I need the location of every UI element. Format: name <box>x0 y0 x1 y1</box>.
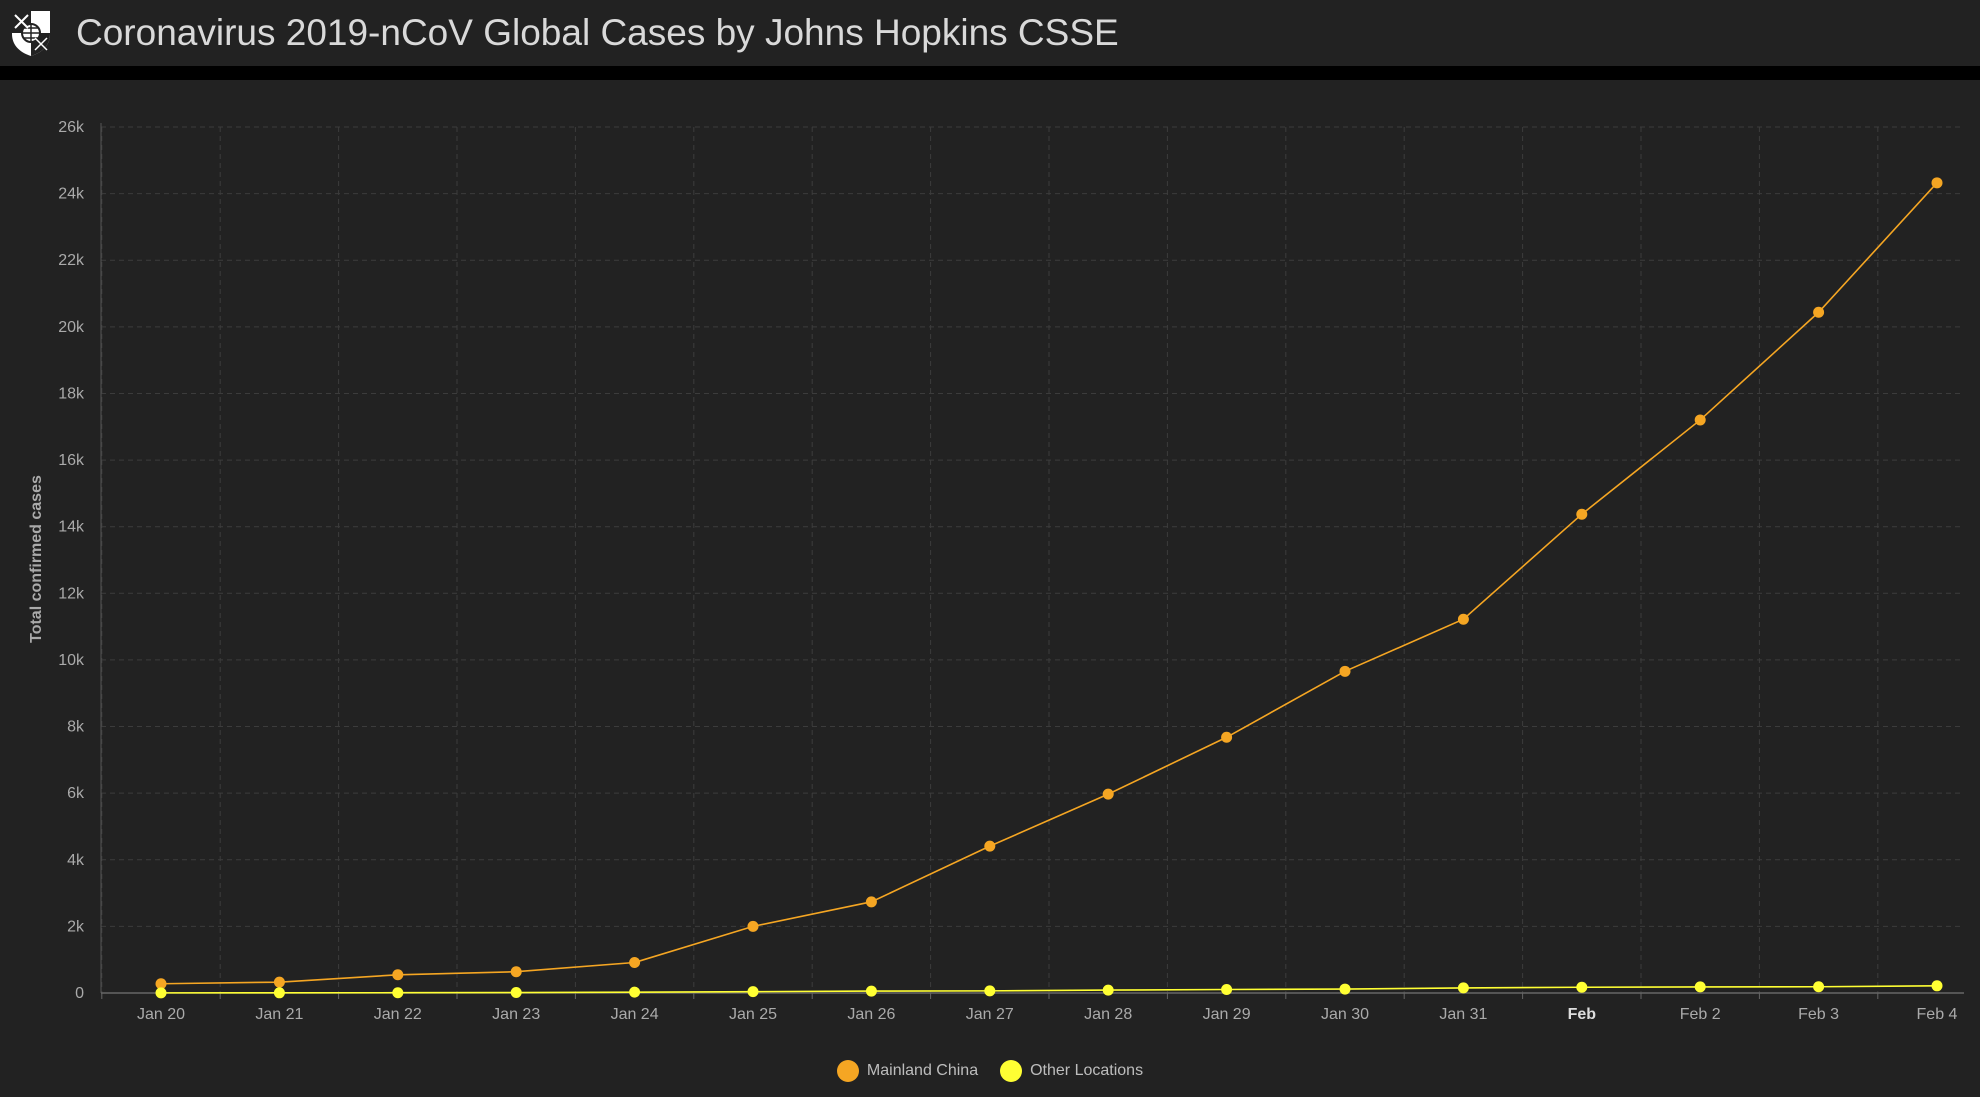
data-point-other-locations[interactable] <box>1457 982 1469 994</box>
data-point-mainland-china[interactable] <box>1694 414 1706 426</box>
x-tick-label: Feb 3 <box>1798 1006 1839 1023</box>
x-tick-label: Jan 26 <box>847 1006 895 1023</box>
x-tick-label: Jan 28 <box>1084 1006 1132 1023</box>
y-tick-label: 26k <box>58 119 85 136</box>
data-point-other-locations[interactable] <box>1339 983 1351 995</box>
x-tick-label: Feb <box>1568 1006 1597 1023</box>
x-tick-label: Jan 23 <box>492 1006 540 1023</box>
app-header: Coronavirus 2019-nCoV Global Cases by Jo… <box>0 0 1980 80</box>
x-tick-label: Jan 31 <box>1439 1006 1487 1023</box>
x-tick-label: Jan 24 <box>611 1006 659 1023</box>
y-tick-label: 12k <box>58 585 85 602</box>
data-point-other-locations[interactable] <box>1931 980 1943 992</box>
data-point-mainland-china[interactable] <box>865 896 877 908</box>
data-point-mainland-china[interactable] <box>392 969 404 981</box>
chart-grid <box>101 126 1964 993</box>
y-tick-label: 24k <box>58 186 85 203</box>
data-point-other-locations[interactable] <box>747 986 759 998</box>
data-point-other-locations[interactable] <box>1576 981 1588 993</box>
x-tick-label: Jan 22 <box>374 1006 422 1023</box>
legend-item-other-locations[interactable]: Other Locations <box>1000 1060 1143 1082</box>
x-tick-label: Feb 2 <box>1680 1006 1721 1023</box>
x-tick-label: Jan 30 <box>1321 1006 1369 1023</box>
y-axis-label: Total confirmed cases <box>28 475 45 643</box>
y-tick-label: 18k <box>58 385 85 402</box>
data-point-other-locations[interactable] <box>1102 984 1114 996</box>
data-point-other-locations[interactable] <box>1221 984 1233 996</box>
legend-label-mainland-china: Mainland China <box>866 1062 979 1079</box>
legend-label-other-locations: Other Locations <box>1030 1062 1144 1079</box>
data-point-other-locations[interactable] <box>865 985 877 997</box>
data-point-mainland-china[interactable] <box>510 966 522 978</box>
x-tick-label: Jan 21 <box>255 1006 303 1023</box>
chart-legend: Mainland China Other Locations <box>0 1058 1980 1084</box>
line-chart: 0 2k 4k 6k 8k 10k 12k 14k 16k 18k 20k 22k 24k 26k Jan … <box>28 119 1964 1023</box>
chart-axes: 0 2k 4k 6k 8k 10k 12k 14k 16k 18k 20k 22k 24k 26k Jan … <box>58 119 1964 1023</box>
data-point-other-locations[interactable] <box>155 987 167 999</box>
x-tick-label: Jan 20 <box>137 1006 185 1023</box>
data-point-mainland-china[interactable] <box>1813 306 1825 318</box>
y-tick-label: 6k <box>67 785 85 802</box>
data-point-mainland-china[interactable] <box>273 976 285 988</box>
y-tick-label: 22k <box>58 252 85 269</box>
y-tick-label: 4k <box>67 852 85 869</box>
data-point-other-locations[interactable] <box>629 986 641 998</box>
series-line-mainland-china <box>160 182 1938 985</box>
data-point-mainland-china[interactable] <box>984 840 996 852</box>
y-tick-label: 10k <box>58 652 85 669</box>
data-point-other-locations[interactable] <box>273 987 285 999</box>
x-tick-label: Jan 27 <box>966 1006 1014 1023</box>
data-point-mainland-china[interactable] <box>155 978 167 990</box>
data-point-other-locations[interactable] <box>984 985 996 997</box>
data-point-mainland-china[interactable] <box>629 956 641 968</box>
chart-container: 0 2k 4k 6k 8k 10k 12k 14k 16k 18k 20k 22k 24k 26k Jan … <box>0 80 1980 1092</box>
chart-series <box>155 177 1943 999</box>
x-tick-label: Jan 29 <box>1203 1006 1251 1023</box>
y-tick-label: 0 <box>75 985 84 1002</box>
series-line-other-locations <box>160 985 1938 994</box>
jhu-shield-icon <box>12 11 50 56</box>
data-point-other-locations[interactable] <box>1694 981 1706 993</box>
x-tick-label: Feb 4 <box>1917 1006 1958 1023</box>
legend-item-mainland-china[interactable]: Mainland China <box>836 1060 979 1082</box>
page-title: Coronavirus 2019-nCoV Global Cases by Jo… <box>76 12 1119 53</box>
data-point-other-locations[interactable] <box>1813 981 1825 993</box>
data-point-mainland-china[interactable] <box>747 920 759 932</box>
legend-swatch-other-locations <box>1000 1060 1023 1082</box>
data-point-other-locations[interactable] <box>510 987 522 999</box>
y-tick-label: 16k <box>58 452 85 469</box>
legend-swatch-mainland-china <box>836 1060 859 1082</box>
x-tick-label: Jan 25 <box>729 1006 777 1023</box>
y-tick-label: 8k <box>67 719 85 736</box>
y-tick-label: 20k <box>58 319 85 336</box>
data-point-other-locations[interactable] <box>392 987 404 999</box>
y-tick-label: 2k <box>67 918 85 935</box>
data-point-mainland-china[interactable] <box>1221 731 1233 743</box>
data-point-mainland-china[interactable] <box>1339 665 1351 677</box>
data-point-mainland-china[interactable] <box>1102 788 1114 800</box>
data-point-mainland-china[interactable] <box>1576 508 1588 520</box>
data-point-mainland-china[interactable] <box>1931 177 1943 189</box>
y-tick-label: 14k <box>58 519 85 536</box>
data-point-mainland-china[interactable] <box>1457 613 1469 625</box>
